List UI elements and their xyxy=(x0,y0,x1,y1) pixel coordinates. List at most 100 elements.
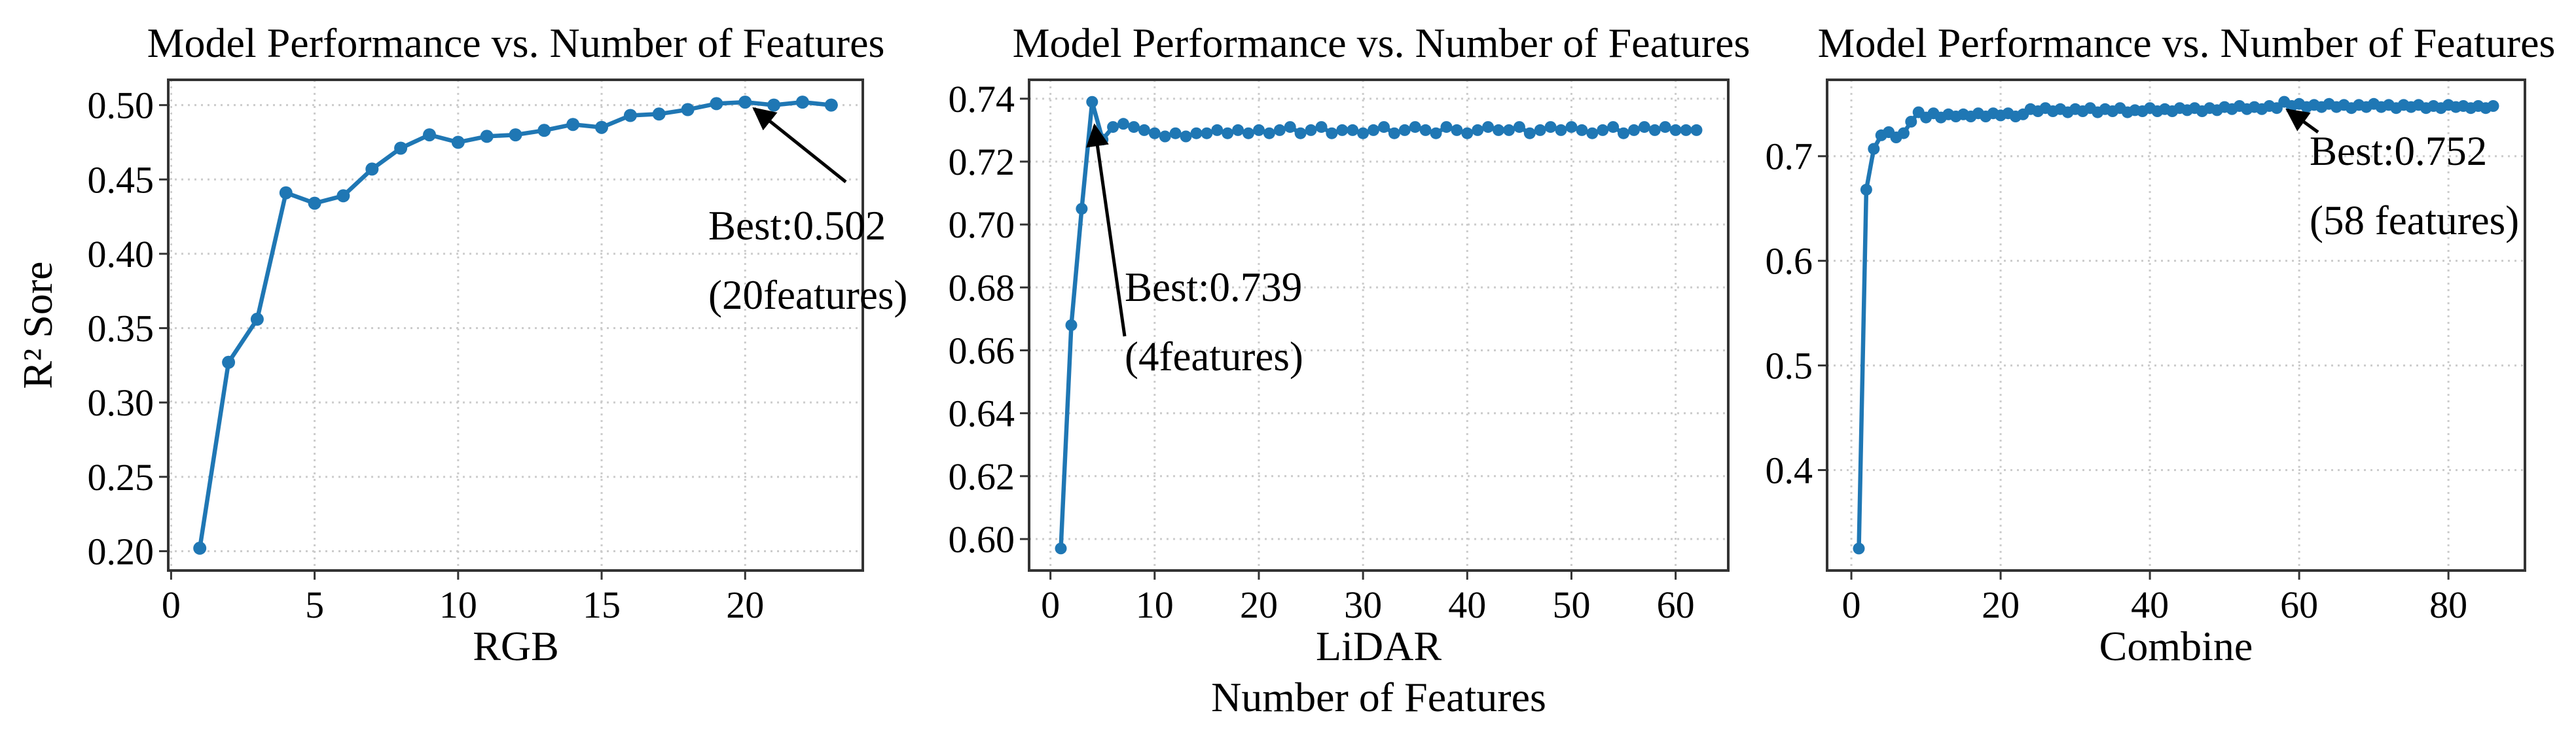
data-point xyxy=(1618,127,1629,139)
data-point xyxy=(767,98,781,112)
data-point xyxy=(1357,127,1370,139)
data-point xyxy=(480,130,494,143)
y-tick-label: 0.6 xyxy=(1766,240,1813,283)
chart1-x-axis-label: RGB xyxy=(473,623,559,669)
y-tick-label: 0.40 xyxy=(88,233,154,275)
data-point xyxy=(710,97,723,111)
x-tick-label: 80 xyxy=(2429,584,2467,626)
chart2-best-features: (4features) xyxy=(1125,334,1303,379)
x-tick-label: 60 xyxy=(1657,584,1695,626)
data-point xyxy=(1544,121,1557,133)
data-point xyxy=(1430,127,1442,139)
x-tick-label: 20 xyxy=(726,584,764,626)
chart2-x-axis-label: LiDAR xyxy=(1316,623,1442,669)
x-tick-label: 0 xyxy=(162,584,181,626)
data-point xyxy=(1076,203,1088,215)
data-point xyxy=(1409,121,1421,133)
data-point xyxy=(451,135,465,149)
data-point xyxy=(193,541,207,555)
data-point xyxy=(308,196,321,210)
data-point xyxy=(1628,124,1640,136)
y-tick-label: 0.66 xyxy=(949,329,1015,372)
chart3-best-annotation: Best:0.752 (58 features) xyxy=(2310,116,2519,255)
y-tick-label: 0.45 xyxy=(88,158,154,201)
x-tick-label: 5 xyxy=(305,584,324,626)
data-point xyxy=(336,189,350,203)
data-point xyxy=(1368,124,1379,136)
data-point xyxy=(1065,319,1078,331)
chart1-best-features: (20features) xyxy=(708,272,908,318)
data-point xyxy=(2487,100,2499,112)
x-tick-label: 60 xyxy=(2280,584,2318,626)
data-point xyxy=(1398,124,1411,136)
x-tick-label: 40 xyxy=(1448,584,1486,626)
y-tick-label: 0.60 xyxy=(949,518,1015,561)
data-point xyxy=(1294,127,1307,139)
data-point xyxy=(681,103,695,116)
data-point xyxy=(1284,121,1296,133)
data-point xyxy=(1669,124,1682,136)
y-tick-label: 0.5 xyxy=(1766,345,1813,387)
data-point xyxy=(222,355,236,369)
x-tick-label: 30 xyxy=(1344,584,1382,626)
data-point xyxy=(623,109,637,122)
plot-box xyxy=(1028,79,1730,572)
y-tick-label: 0.50 xyxy=(88,84,154,127)
data-point xyxy=(279,186,293,200)
x-tick-label: 15 xyxy=(583,584,621,626)
data-point xyxy=(1607,121,1620,133)
chart3-best-features: (58 features) xyxy=(2310,198,2520,243)
data-point xyxy=(1388,127,1400,139)
chart2-best-value: Best:0.739 xyxy=(1125,264,1303,310)
x-tick-label: 20 xyxy=(1240,584,1278,626)
data-point xyxy=(1565,121,1578,133)
charts-root: 0 5 10 15 200.200.250.300.350.400.450.500 10 2… xyxy=(88,78,2526,626)
data-point xyxy=(1222,127,1234,139)
data-point xyxy=(1326,127,1338,139)
x-tick-label: 10 xyxy=(439,584,477,626)
data-point xyxy=(1263,127,1275,139)
data-point xyxy=(1905,116,1917,128)
data-point xyxy=(1117,118,1129,130)
y-tick-label: 0.74 xyxy=(949,78,1015,120)
data-point xyxy=(1482,121,1495,133)
chart1-best-annotation: Best:0.502 (20features) xyxy=(708,191,907,330)
data-point xyxy=(1897,127,1910,139)
data-point xyxy=(824,98,838,112)
chart1-title: Model Performance vs. Number of Features xyxy=(147,20,885,66)
data-point xyxy=(1868,143,1880,155)
best-point-arrow xyxy=(752,107,847,183)
data-point xyxy=(1597,124,1609,136)
y-axis-label: R² Sore xyxy=(14,261,61,389)
data-point xyxy=(509,128,522,142)
y-tick-label: 0.20 xyxy=(88,530,154,572)
data-point xyxy=(1305,124,1317,136)
data-point xyxy=(1086,96,1098,108)
data-point xyxy=(1472,124,1484,136)
data-point xyxy=(1055,542,1067,555)
data-point xyxy=(1190,127,1203,139)
data-point xyxy=(1378,121,1390,133)
data-point xyxy=(1107,121,1119,133)
data-point xyxy=(365,162,379,176)
data-point xyxy=(1586,127,1599,139)
data-point xyxy=(1523,127,1536,139)
data-point xyxy=(1315,121,1328,133)
data-point xyxy=(1138,124,1150,136)
data-point xyxy=(1690,124,1703,136)
y-tick-label: 0.4 xyxy=(1766,449,1813,491)
data-point xyxy=(1853,542,1865,555)
y-tick-label: 0.62 xyxy=(949,455,1015,498)
data-point xyxy=(795,96,809,109)
data-point xyxy=(1440,121,1453,133)
y-tick-label: 0.70 xyxy=(949,203,1015,246)
y-tick-label: 0.35 xyxy=(88,308,154,350)
data-point xyxy=(1534,124,1546,136)
data-point xyxy=(1128,121,1140,133)
y-tick-label: 0.72 xyxy=(949,141,1015,183)
data-point xyxy=(1451,124,1463,136)
data-point xyxy=(423,128,436,142)
data-point xyxy=(1201,127,1213,139)
chart3-x-axis-label: Combine xyxy=(2099,623,2253,669)
